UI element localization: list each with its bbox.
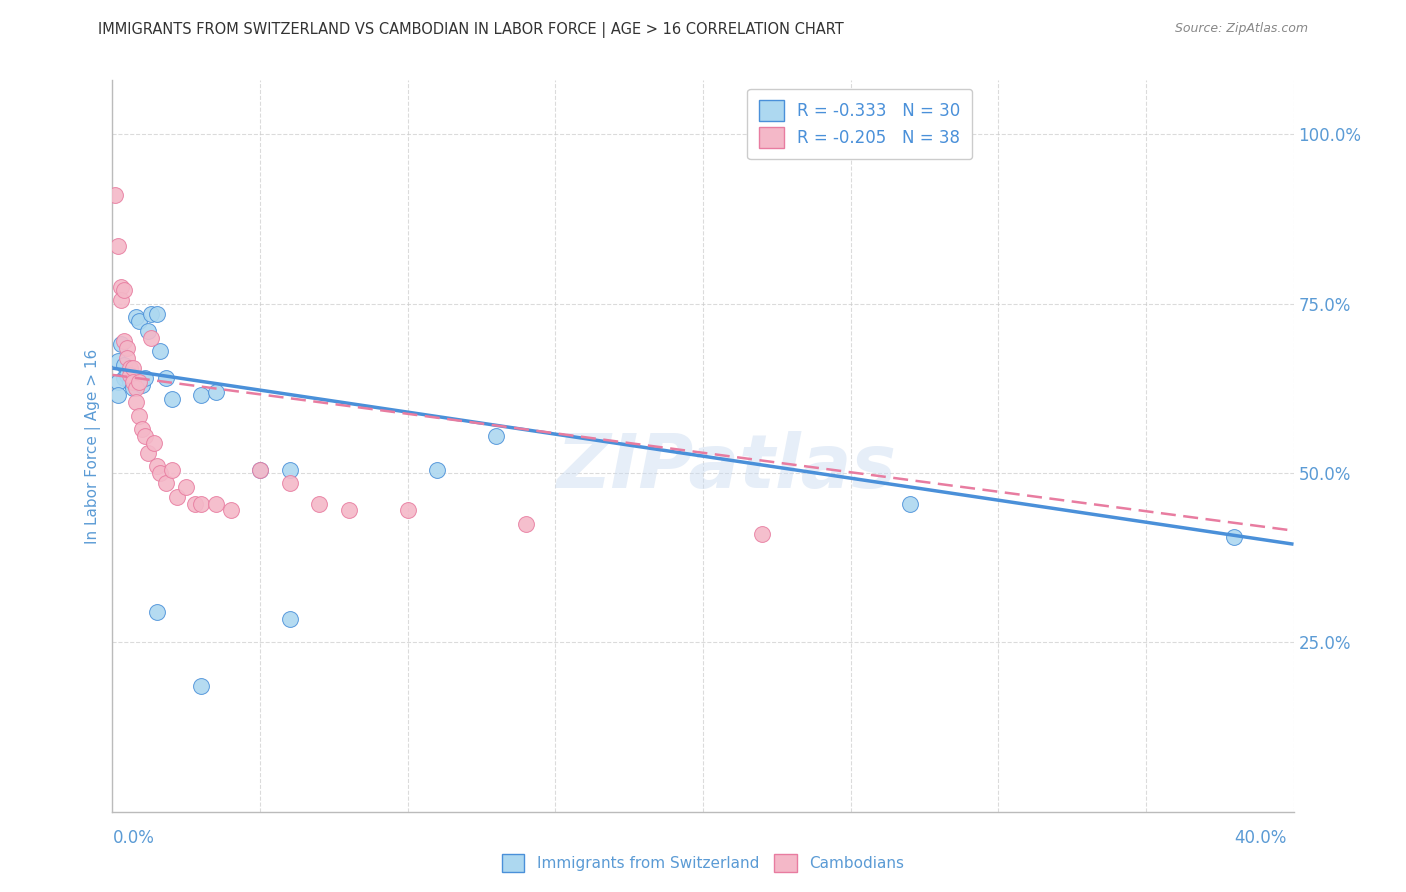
- Point: [160, 392, 183, 406]
- Point: [249, 463, 271, 477]
- Point: [117, 368, 138, 382]
- Legend: Immigrants from Switzerland, Cambodians: Immigrants from Switzerland, Cambodians: [494, 846, 912, 880]
- Point: [190, 497, 212, 511]
- Point: [136, 446, 159, 460]
- Text: 40.0%: 40.0%: [1234, 829, 1286, 847]
- Point: [112, 371, 135, 385]
- Point: [751, 527, 773, 541]
- Point: [485, 429, 508, 443]
- Legend: R = -0.333   N = 30, R = -0.205   N = 38: R = -0.333 N = 30, R = -0.205 N = 38: [748, 88, 972, 160]
- Point: [515, 516, 537, 531]
- Point: [110, 337, 132, 351]
- Point: [125, 395, 148, 409]
- Point: [337, 503, 360, 517]
- Point: [205, 384, 228, 399]
- Point: [107, 388, 129, 402]
- Point: [112, 334, 135, 348]
- Point: [155, 476, 177, 491]
- Point: [120, 368, 142, 382]
- Point: [107, 375, 129, 389]
- Point: [190, 388, 212, 402]
- Point: [278, 612, 301, 626]
- Point: [426, 463, 449, 477]
- Point: [107, 239, 129, 253]
- Point: [146, 307, 169, 321]
- Text: Source: ZipAtlas.com: Source: ZipAtlas.com: [1174, 22, 1308, 36]
- Point: [139, 307, 162, 321]
- Point: [104, 188, 127, 202]
- Point: [107, 354, 129, 368]
- Y-axis label: In Labor Force | Age > 16: In Labor Force | Age > 16: [86, 349, 101, 543]
- Point: [898, 497, 921, 511]
- Point: [160, 463, 183, 477]
- Point: [112, 358, 135, 372]
- Point: [174, 480, 197, 494]
- Point: [120, 361, 142, 376]
- Text: 0.0%: 0.0%: [112, 829, 155, 847]
- Point: [278, 463, 301, 477]
- Point: [146, 605, 169, 619]
- Point: [122, 361, 145, 376]
- Point: [128, 375, 150, 389]
- Point: [110, 280, 132, 294]
- Point: [120, 375, 142, 389]
- Point: [117, 351, 138, 365]
- Point: [396, 503, 419, 517]
- Point: [128, 314, 150, 328]
- Point: [149, 466, 172, 480]
- Point: [128, 409, 150, 423]
- Point: [205, 497, 228, 511]
- Point: [146, 459, 169, 474]
- Point: [131, 378, 153, 392]
- Point: [142, 435, 165, 450]
- Point: [110, 293, 132, 308]
- Point: [155, 371, 177, 385]
- Point: [184, 497, 207, 511]
- Point: [139, 331, 162, 345]
- Point: [125, 310, 148, 325]
- Point: [219, 503, 242, 517]
- Point: [122, 381, 145, 395]
- Point: [249, 463, 271, 477]
- Point: [166, 490, 188, 504]
- Point: [136, 324, 159, 338]
- Point: [190, 680, 212, 694]
- Point: [149, 344, 172, 359]
- Point: [117, 341, 138, 355]
- Point: [134, 429, 156, 443]
- Point: [125, 381, 148, 395]
- Text: ZIPatlas: ZIPatlas: [557, 432, 897, 505]
- Point: [112, 283, 135, 297]
- Text: IMMIGRANTS FROM SWITZERLAND VS CAMBODIAN IN LABOR FORCE | AGE > 16 CORRELATION C: IMMIGRANTS FROM SWITZERLAND VS CAMBODIAN…: [98, 22, 844, 38]
- Point: [278, 476, 301, 491]
- Point: [1223, 530, 1246, 544]
- Point: [308, 497, 330, 511]
- Point: [122, 375, 145, 389]
- Point: [134, 371, 156, 385]
- Point: [131, 422, 153, 436]
